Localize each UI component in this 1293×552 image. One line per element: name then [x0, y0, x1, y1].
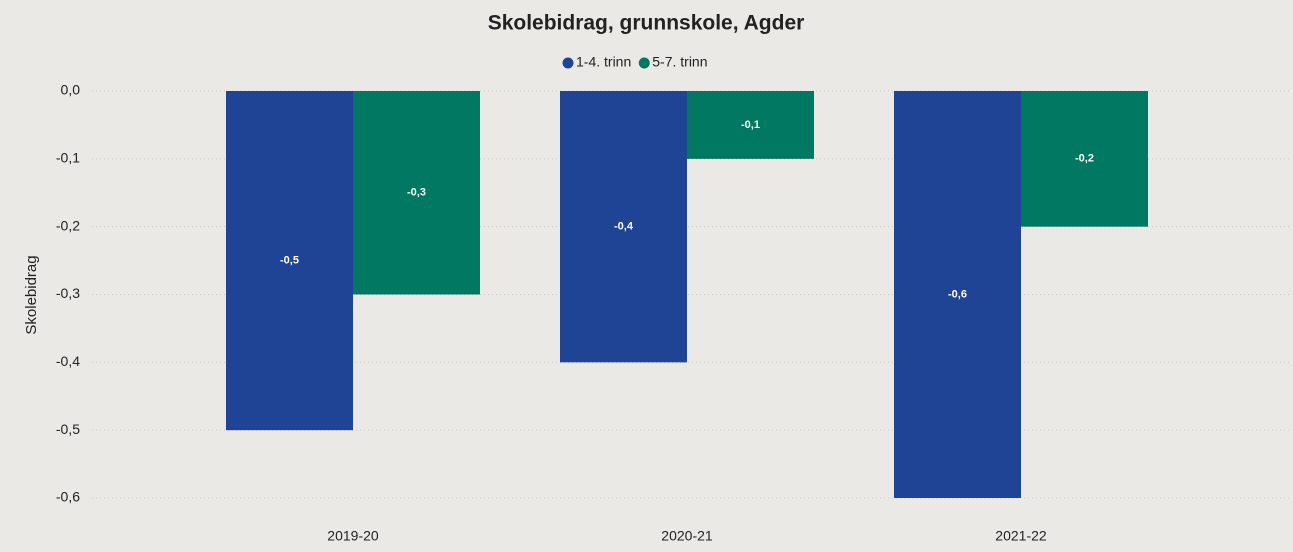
data-label: -0,4	[614, 221, 634, 233]
legend-label: 5-7. trinn	[652, 54, 707, 70]
bar	[560, 91, 687, 363]
bar	[687, 91, 814, 159]
data-label: -0,1	[741, 119, 760, 131]
y-tick-label: -0,4	[56, 353, 80, 369]
bar	[353, 91, 480, 295]
chart-title: Skolebidrag, grunnskole, Agder	[488, 12, 805, 35]
y-tick-label: -0,3	[56, 285, 80, 301]
data-label: -0,2	[1075, 153, 1094, 165]
x-tick-label: 2021-22	[995, 528, 1047, 544]
y-tick-label: -0,5	[56, 421, 80, 437]
y-tick-label: -0,6	[56, 489, 80, 505]
y-axis-title: Skolebidrag	[23, 255, 40, 334]
legend-marker	[638, 57, 650, 69]
x-tick-label: 2020-21	[661, 528, 713, 544]
x-tick-label: 2019-20	[327, 528, 379, 544]
y-tick-label: 0,0	[61, 82, 81, 98]
data-label: -0,6	[948, 288, 967, 300]
data-label: -0,3	[407, 187, 426, 199]
y-tick-label: -0,1	[56, 150, 80, 166]
bar	[226, 91, 353, 431]
legend-marker	[562, 57, 574, 69]
y-tick-label: -0,2	[56, 217, 80, 233]
data-label: -0,5	[280, 254, 299, 266]
bar	[1021, 91, 1148, 227]
legend-label: 1-4. trinn	[576, 54, 631, 70]
bar	[894, 91, 1021, 498]
